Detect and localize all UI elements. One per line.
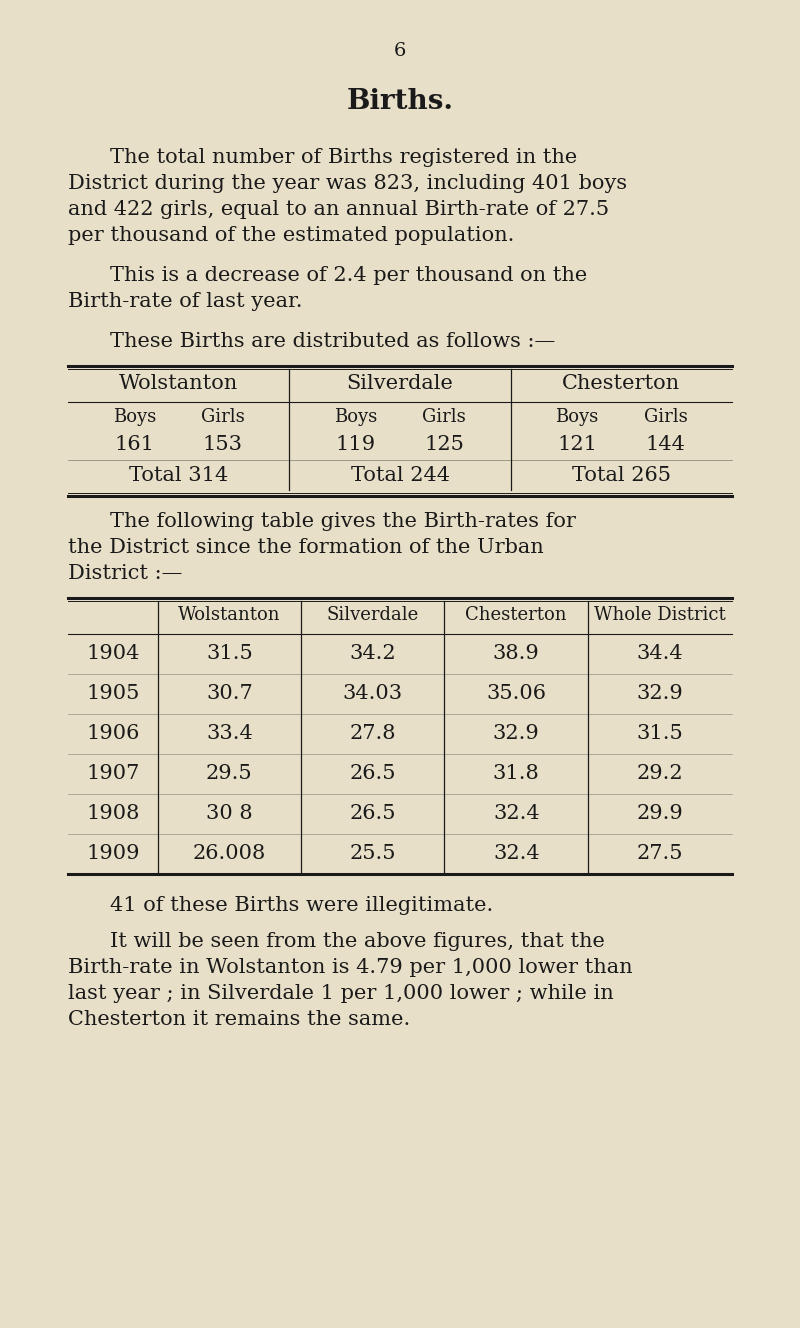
Text: last year ; in Silverdale 1 per 1,000 lower ; while in: last year ; in Silverdale 1 per 1,000 lo… [68,984,614,1003]
Text: 6: 6 [394,42,406,60]
Text: 1908: 1908 [86,803,139,823]
Text: Total 314: Total 314 [129,466,228,485]
Text: 26.008: 26.008 [193,845,266,863]
Text: 121: 121 [557,436,597,454]
Text: Wolstanton: Wolstanton [178,606,281,624]
Text: 31.8: 31.8 [493,764,539,784]
Text: Boys: Boys [113,408,156,426]
Text: 32.9: 32.9 [493,724,539,742]
Text: 119: 119 [336,436,376,454]
Text: 26.5: 26.5 [350,803,396,823]
Text: District :—: District :— [68,564,182,583]
Text: 33.4: 33.4 [206,724,253,742]
Text: The following table gives the Birth-rates for: The following table gives the Birth-rate… [110,513,576,531]
Text: Girls: Girls [644,408,687,426]
Text: Boys: Boys [334,408,378,426]
Text: 1905: 1905 [86,684,139,703]
Text: Chesterton: Chesterton [562,374,680,393]
Text: 161: 161 [114,436,154,454]
Text: 1904: 1904 [86,644,139,663]
Text: 35.06: 35.06 [486,684,546,703]
Text: 32.4: 32.4 [493,845,539,863]
Text: 30 8: 30 8 [206,803,253,823]
Text: 25.5: 25.5 [350,845,396,863]
Text: 29.9: 29.9 [637,803,683,823]
Text: This is a decrease of 2.4 per thousand on the: This is a decrease of 2.4 per thousand o… [110,266,587,286]
Text: 34.2: 34.2 [350,644,396,663]
Text: Total 265: Total 265 [572,466,671,485]
Text: It will be seen from the above figures, that the: It will be seen from the above figures, … [110,932,605,951]
Text: 34.4: 34.4 [637,644,683,663]
Text: 30.7: 30.7 [206,684,253,703]
Text: Birth-rate of last year.: Birth-rate of last year. [68,292,302,311]
Text: the District since the formation of the Urban: the District since the formation of the … [68,538,544,556]
Text: 31.5: 31.5 [206,644,253,663]
Text: Girls: Girls [201,408,245,426]
Text: These Births are distributed as follows :—: These Births are distributed as follows … [110,332,555,351]
Text: Birth-rate in Wolstanton is 4.79 per 1,000 lower than: Birth-rate in Wolstanton is 4.79 per 1,0… [68,957,633,977]
Text: 1906: 1906 [86,724,139,742]
Text: 153: 153 [203,436,243,454]
Text: Silverdale: Silverdale [326,606,419,624]
Text: 31.5: 31.5 [637,724,683,742]
Text: Boys: Boys [555,408,598,426]
Text: 125: 125 [424,436,464,454]
Text: Silverdale: Silverdale [346,374,454,393]
Text: Girls: Girls [422,408,466,426]
Text: Total 244: Total 244 [350,466,450,485]
Text: 29.5: 29.5 [206,764,253,784]
Text: Chesterton: Chesterton [466,606,567,624]
Text: The total number of Births registered in the: The total number of Births registered in… [110,147,578,167]
Text: District during the year was 823, including 401 boys: District during the year was 823, includ… [68,174,627,193]
Text: 26.5: 26.5 [350,764,396,784]
Text: 32.4: 32.4 [493,803,539,823]
Text: and 422 girls, equal to an annual Birth-rate of 27.5: and 422 girls, equal to an annual Birth-… [68,201,609,219]
Text: Chesterton it remains the same.: Chesterton it remains the same. [68,1011,410,1029]
Text: per thousand of the estimated population.: per thousand of the estimated population… [68,226,514,244]
Text: Wolstanton: Wolstanton [119,374,238,393]
Text: Births.: Births. [346,88,454,116]
Text: 1909: 1909 [86,845,139,863]
Text: 41 of these Births were illegitimate.: 41 of these Births were illegitimate. [110,896,494,915]
Text: 1907: 1907 [86,764,139,784]
Text: Whole District: Whole District [594,606,726,624]
Text: 144: 144 [646,436,686,454]
Text: 27.5: 27.5 [637,845,683,863]
Text: 32.9: 32.9 [637,684,683,703]
Text: 29.2: 29.2 [637,764,683,784]
Text: 38.9: 38.9 [493,644,539,663]
Text: 27.8: 27.8 [350,724,396,742]
Text: 34.03: 34.03 [342,684,403,703]
